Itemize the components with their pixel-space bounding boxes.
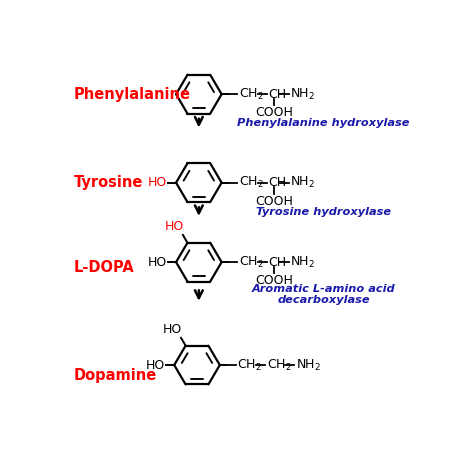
Text: CH: CH: [269, 176, 287, 189]
Text: CH$_2$: CH$_2$: [239, 87, 264, 102]
Text: Phenylalanine hydroxylase: Phenylalanine hydroxylase: [237, 118, 410, 128]
Text: NH$_2$: NH$_2$: [290, 175, 315, 190]
Text: CH: CH: [269, 256, 287, 269]
Text: NH$_2$: NH$_2$: [290, 87, 315, 102]
Text: Phenylalanine: Phenylalanine: [74, 87, 191, 102]
Text: CH$_2$: CH$_2$: [239, 255, 264, 270]
Text: HO: HO: [147, 256, 166, 269]
Text: L-DOPA: L-DOPA: [74, 260, 135, 275]
Text: HO: HO: [163, 323, 182, 336]
Text: COOH: COOH: [255, 274, 293, 287]
Text: Aromatic L-amino acid
decarboxylase: Aromatic L-amino acid decarboxylase: [252, 284, 396, 305]
Text: COOH: COOH: [255, 106, 293, 119]
Text: COOH: COOH: [255, 195, 293, 208]
Text: Tyrosine hydroxylase: Tyrosine hydroxylase: [256, 207, 392, 217]
Text: NH$_2$: NH$_2$: [290, 255, 315, 270]
Text: HO: HO: [146, 358, 164, 371]
Text: HO: HO: [164, 220, 183, 233]
Text: NH$_2$: NH$_2$: [296, 357, 321, 372]
Text: CH$_2$: CH$_2$: [267, 357, 292, 372]
Text: Tyrosine: Tyrosine: [74, 175, 143, 190]
Text: CH: CH: [269, 88, 287, 101]
Text: CH$_2$: CH$_2$: [239, 175, 264, 190]
Text: HO: HO: [147, 176, 166, 189]
Text: Dopamine: Dopamine: [74, 368, 157, 383]
Text: CH$_2$: CH$_2$: [237, 357, 262, 372]
